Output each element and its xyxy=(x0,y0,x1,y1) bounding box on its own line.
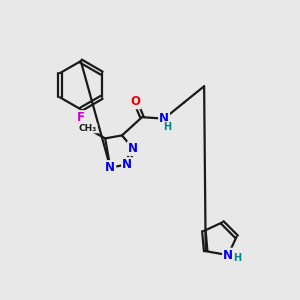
Text: H: H xyxy=(233,253,241,263)
Text: N: N xyxy=(128,142,138,155)
Text: N: N xyxy=(105,161,115,174)
Text: CH₃: CH₃ xyxy=(78,124,97,133)
Text: N: N xyxy=(122,158,132,171)
Text: N: N xyxy=(223,249,233,262)
Text: H: H xyxy=(163,122,171,132)
Text: F: F xyxy=(77,111,85,124)
Text: O: O xyxy=(130,95,140,108)
Text: N: N xyxy=(159,112,169,125)
